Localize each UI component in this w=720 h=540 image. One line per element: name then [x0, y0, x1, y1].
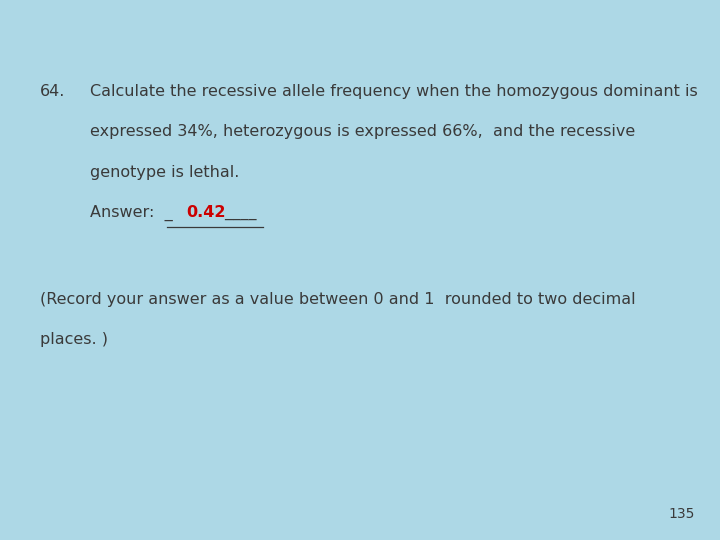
Text: genotype is lethal.: genotype is lethal.	[90, 165, 239, 180]
Text: (Record your answer as a value between 0 and 1  rounded to two decimal: (Record your answer as a value between 0…	[40, 292, 635, 307]
Text: Answer:  _: Answer: _	[90, 205, 173, 221]
Text: places. ): places. )	[40, 332, 107, 347]
Text: expressed 34%, heterozygous is expressed 66%,  and the recessive: expressed 34%, heterozygous is expressed…	[90, 124, 635, 139]
Text: 135: 135	[668, 507, 695, 521]
Text: ____: ____	[224, 205, 256, 220]
Text: 0.42: 0.42	[186, 205, 225, 220]
Text: 64.: 64.	[40, 84, 65, 99]
Text: Calculate the recessive allele frequency when the homozygous dominant is: Calculate the recessive allele frequency…	[90, 84, 698, 99]
